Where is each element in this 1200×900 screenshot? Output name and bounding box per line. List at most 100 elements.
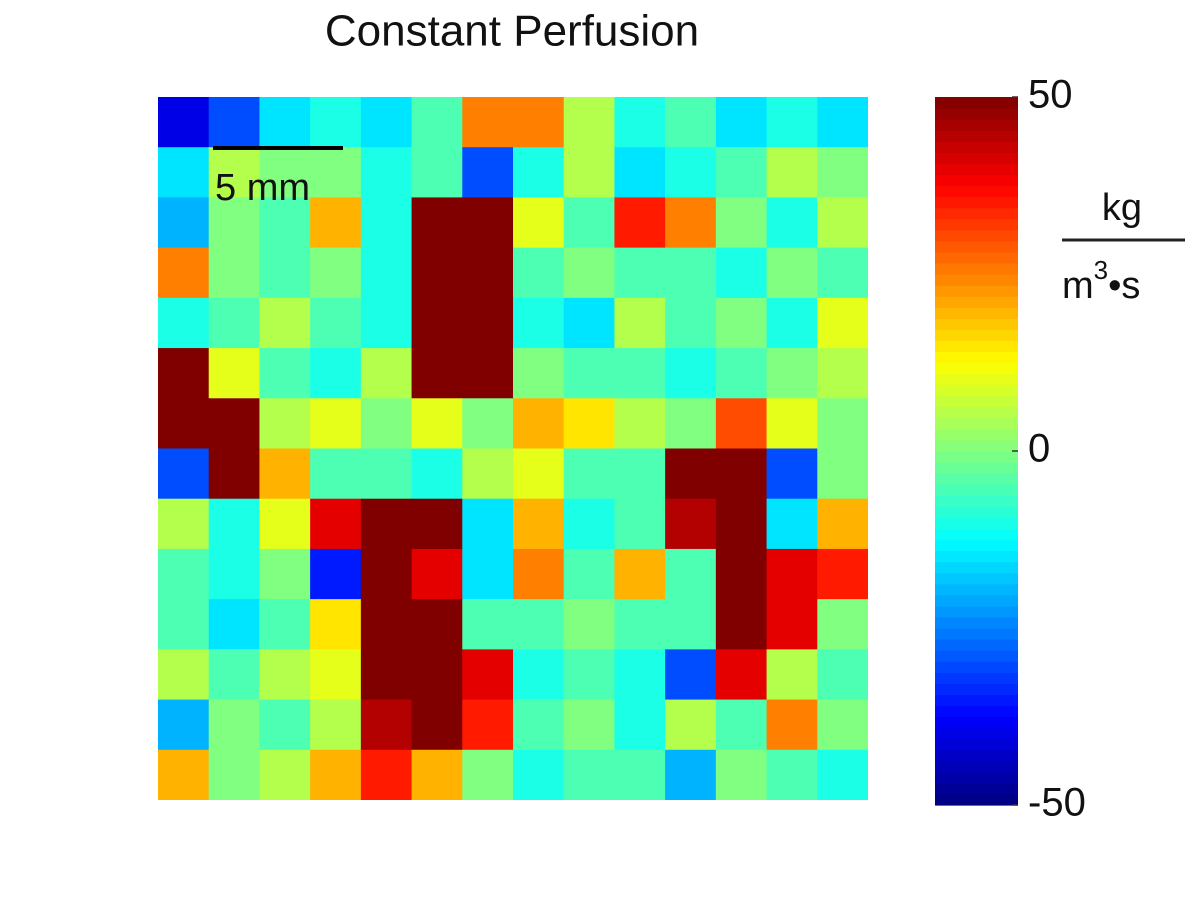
heatmap-cell (158, 398, 210, 449)
colorbar-segment (935, 694, 1018, 707)
heatmap-cell (665, 599, 717, 650)
heatmap-cell (411, 699, 463, 751)
heatmap-cell (259, 649, 311, 701)
heatmap-cell (158, 699, 210, 751)
heatmap-cell (158, 498, 210, 550)
colorbar-segment (935, 605, 1018, 618)
heatmap-cell (715, 348, 768, 399)
heatmap-cell (360, 649, 413, 701)
heatmap-cell (665, 247, 717, 299)
colorbar-segment (935, 207, 1018, 220)
heatmap-cell (462, 348, 514, 399)
heatmap-cell (665, 749, 717, 800)
unit-numerator: kg (1102, 187, 1142, 229)
colorbar-segment (935, 539, 1018, 552)
heatmap-cell (208, 498, 260, 550)
colorbar-segment (935, 196, 1018, 209)
heatmap-cell (513, 749, 565, 800)
heatmap-cell (513, 297, 565, 349)
heatmap-cell (411, 599, 463, 650)
heatmap-cell (411, 498, 463, 550)
colorbar-segment (935, 185, 1018, 198)
heatmap-cell (614, 197, 666, 249)
heatmap-cell (208, 147, 260, 198)
heatmap-cell (715, 749, 768, 800)
heatmap-cell (208, 297, 260, 349)
heatmap-cell (259, 699, 311, 751)
colorbar-segment (935, 550, 1018, 563)
heatmap-cell (411, 147, 463, 198)
heatmap-cell (158, 97, 210, 148)
heatmap-cell (766, 749, 818, 800)
heatmap-cell (411, 348, 463, 399)
heatmap-cell (817, 197, 868, 249)
colorbar-segment (935, 152, 1018, 164)
heatmap-cell (360, 297, 413, 349)
colorbar-segment (935, 351, 1018, 364)
heatmap-cell (259, 197, 311, 249)
heatmap-cell (766, 348, 818, 399)
colorbar-segment (935, 782, 1018, 795)
colorbar-segment (935, 628, 1018, 640)
heatmap-cell (563, 197, 615, 249)
heatmap-cell (563, 398, 615, 449)
colorbar-segment (935, 141, 1018, 153)
heatmap-cell (817, 247, 868, 299)
heatmap-cell (259, 97, 311, 148)
heatmap-cell (563, 699, 615, 751)
heatmap-cell (310, 147, 362, 198)
heatmap-cell (817, 147, 868, 198)
heatmap-cell (259, 348, 311, 399)
heatmap-cell (513, 649, 565, 701)
heatmap-cell (259, 147, 311, 198)
colorbar-segment (935, 462, 1018, 474)
heatmap-cell (766, 147, 818, 198)
heatmap-cell (715, 197, 768, 249)
heatmap-cell (411, 749, 463, 800)
heatmap-cell (158, 599, 210, 650)
heatmap-cell (208, 548, 260, 600)
colorbar-segment (935, 451, 1018, 463)
heatmap-cell (715, 97, 768, 148)
heatmap-cell (208, 197, 260, 249)
unit-base: m (1062, 265, 1094, 307)
heatmap-cell (817, 498, 868, 550)
heatmap-cell (766, 498, 818, 550)
colorbar-segment (935, 650, 1018, 662)
heatmap-cell (462, 197, 514, 249)
heatmap-cell (462, 398, 514, 449)
heatmap-cell (665, 498, 717, 550)
heatmap-cell (259, 548, 311, 600)
heatmap-cell (766, 599, 818, 650)
heatmap-cell (158, 348, 210, 399)
heatmap-cell (715, 599, 768, 650)
heatmap-cell (665, 548, 717, 600)
unit-denominator: m3•s (1062, 255, 1140, 307)
heatmap-cell (513, 197, 565, 249)
heatmap-cell (614, 297, 666, 349)
heatmap-cell (360, 197, 413, 249)
heatmap-cell (563, 448, 615, 500)
colorbar-segment (935, 428, 1018, 441)
heatmap-cell (665, 448, 717, 500)
heatmap-cell (259, 247, 311, 299)
heatmap-cell (208, 398, 260, 449)
heatmap-cell (259, 749, 311, 800)
heatmap-cell (715, 548, 768, 600)
colorbar-segment (935, 616, 1018, 629)
colorbar: -50 0 50 (935, 73, 1086, 825)
heatmap-cell (360, 147, 413, 198)
heatmap-cell (513, 398, 565, 449)
colorbar-segment (935, 274, 1018, 286)
chart-title: Constant Perfusion (325, 7, 699, 56)
heatmap-cell (563, 498, 615, 550)
colorbar-tick-label: 0 (1028, 427, 1050, 471)
unit-exponent: 3 (1094, 255, 1108, 285)
heatmap-cell (310, 649, 362, 701)
heatmap-cell (817, 699, 868, 751)
heatmap-cell (310, 599, 362, 650)
colorbar-segment (935, 108, 1018, 120)
colorbar-tick-label: 50 (1028, 73, 1073, 117)
heatmap-cell (817, 448, 868, 500)
